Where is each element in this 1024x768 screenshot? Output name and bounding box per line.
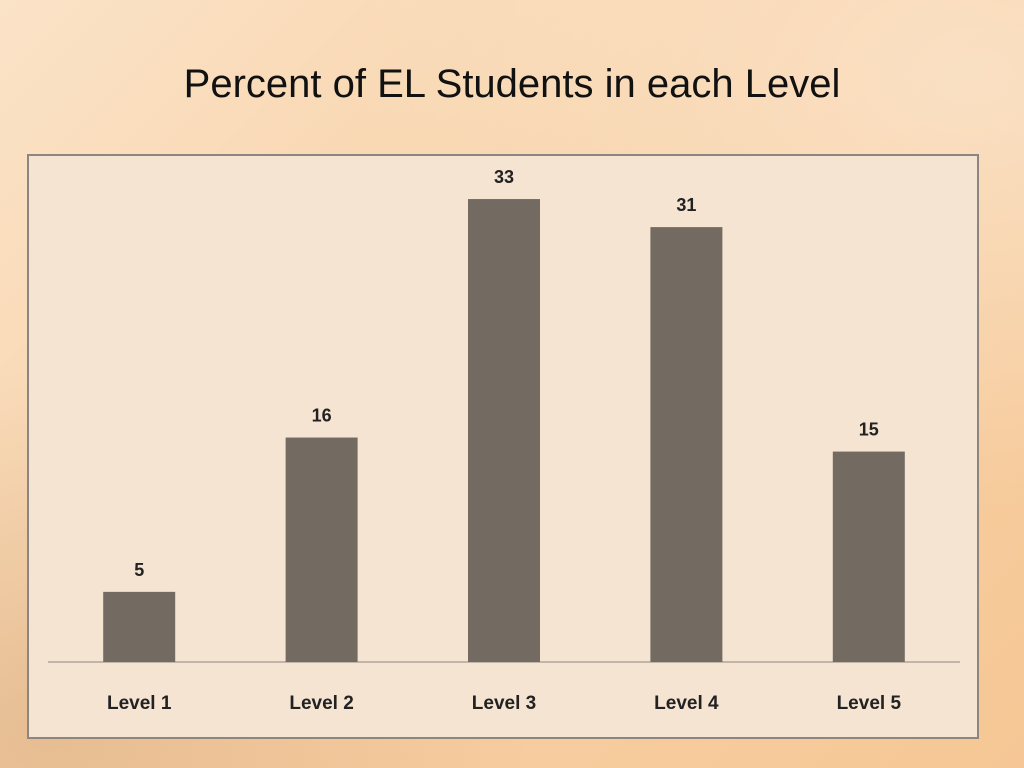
bar-chart: 5 Level 1 16 Level 2 33 Level 3 31 Level 4 15 Lev… <box>48 167 960 714</box>
chart-panel: 5 Level 1 16 Level 2 33 Level 3 31 Level 4 15 Lev… <box>27 154 979 739</box>
x-tick-label-3: Level 3 <box>472 693 536 714</box>
data-label-1: 5 <box>134 560 144 580</box>
x-tick-label-5: Level 5 <box>837 693 902 714</box>
data-label-5: 15 <box>859 420 879 440</box>
data-label-3: 33 <box>494 167 514 187</box>
x-tick-label-2: Level 2 <box>289 693 353 714</box>
slide-title: Percent of EL Students in each Level <box>183 62 841 106</box>
data-label-2: 16 <box>312 406 332 426</box>
bar-2 <box>285 437 358 662</box>
data-label-4: 31 <box>676 195 696 215</box>
bar-1 <box>103 591 176 662</box>
bar-5 <box>832 451 905 662</box>
x-tick-label-4: Level 4 <box>654 693 719 714</box>
bar-4 <box>650 227 723 662</box>
bar-3 <box>468 199 540 663</box>
x-tick-label-1: Level 1 <box>107 693 172 714</box>
